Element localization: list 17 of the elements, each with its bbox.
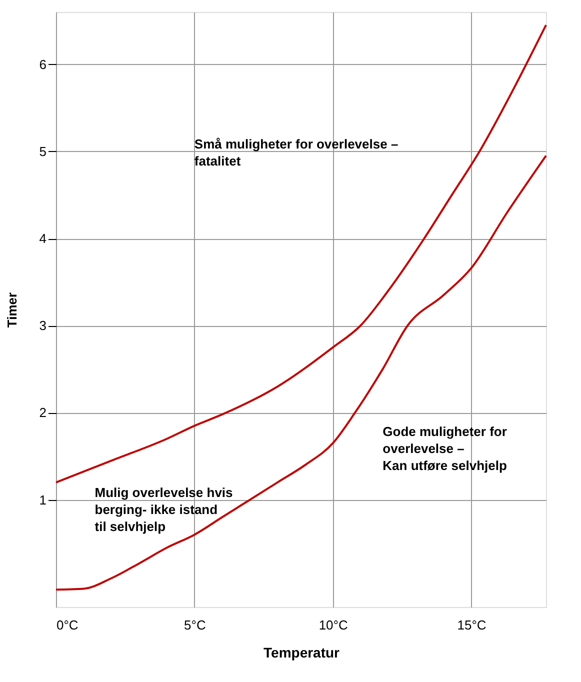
line-series: [55, 24, 547, 484]
x-tick-label: 15°C: [457, 618, 486, 632]
y-axis-title: Timer: [4, 292, 20, 328]
x-tick-label: 0°C: [56, 618, 78, 632]
x-tick-label: 10°C: [318, 618, 348, 632]
y-tick-label: 1: [39, 492, 46, 508]
annotation: Små muligheter for overlevelse – fatalitet: [194, 136, 398, 168]
x-axis-title: Temperatur: [264, 644, 340, 660]
y-tick-label: 5: [39, 144, 46, 159]
y-tick-label: 6: [39, 56, 46, 72]
y-tick-label: 4: [39, 231, 46, 246]
line-series: [55, 154, 547, 591]
y-tick-label: 2: [39, 405, 46, 420]
y-tick-label: 3: [39, 318, 46, 334]
annotation: Mulig overlevelse hvis berging- ikke istand til selvhjelp: [94, 484, 233, 534]
annotation: Gode muligheter for overlevelse – Kan utføre selvhjelp: [382, 424, 507, 473]
x-tick-label: 5°C: [184, 618, 206, 632]
